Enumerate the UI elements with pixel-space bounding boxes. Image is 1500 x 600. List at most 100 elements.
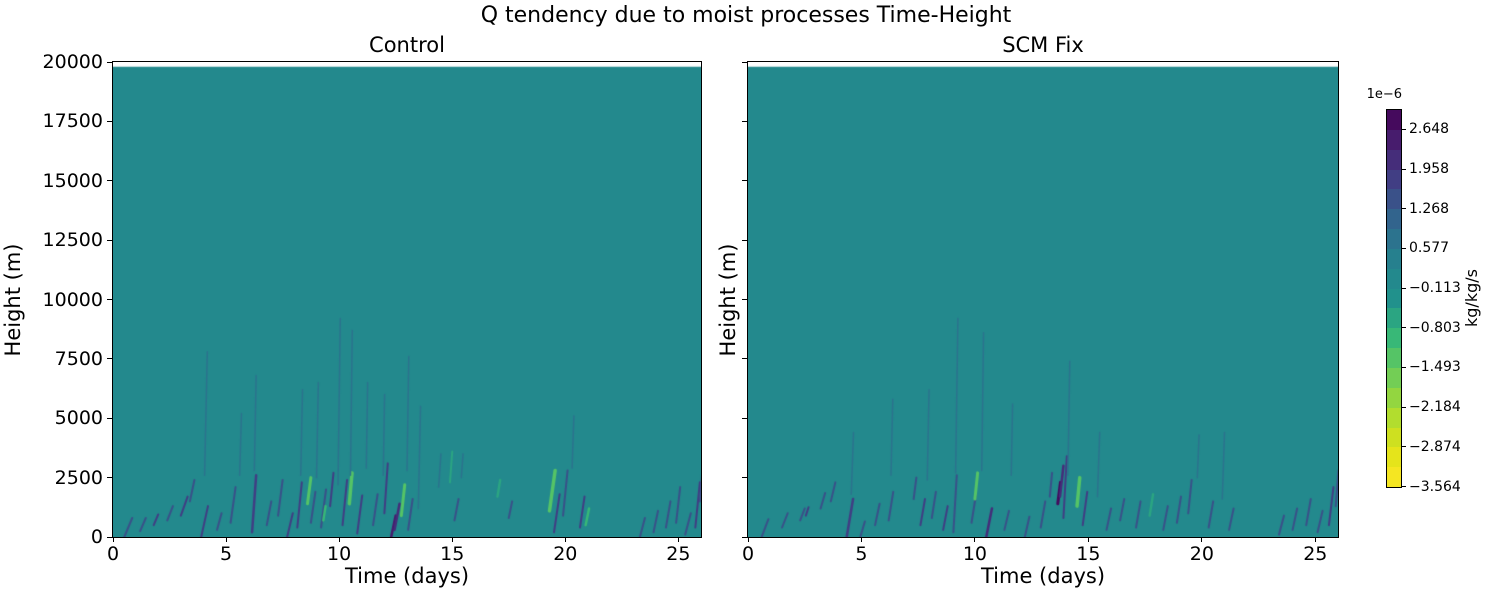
x-tick-label: 25 — [1303, 543, 1328, 565]
scmfix-plot-area — [747, 61, 1339, 538]
y-tick-mark — [742, 417, 747, 419]
x-tick-label: 15 — [440, 543, 465, 565]
colorbar-segment — [1387, 447, 1401, 468]
y-tick-mark — [742, 477, 747, 479]
colorbar-tick-mark — [1402, 168, 1406, 170]
x-tick-label: 5 — [220, 543, 233, 565]
colorbar-tick-mark — [1402, 486, 1406, 487]
y-tick-mark — [107, 536, 112, 538]
y-tick-mark — [742, 120, 747, 122]
x-tick-mark — [747, 537, 749, 542]
y-tick-mark — [742, 239, 747, 241]
panel-title-scmfix: SCM Fix — [1002, 33, 1084, 57]
y-tick-mark — [742, 299, 747, 300]
control-plot-area — [112, 61, 702, 538]
y-tick-mark — [107, 61, 112, 63]
x-tick-label: 20 — [1189, 543, 1214, 565]
colorbar-tick-label: 0.577 — [1409, 240, 1450, 257]
colorbar-tick-label: 2.648 — [1409, 121, 1450, 138]
colorbar-offset-label: 1e−6 — [1366, 87, 1402, 102]
colorbar-tick-mark — [1402, 287, 1406, 289]
colorbar-segment — [1387, 209, 1401, 230]
colorbar-segment — [1387, 149, 1401, 170]
y-tick-mark — [107, 299, 112, 300]
x-tick-label: 0 — [106, 543, 120, 565]
colorbar-tick-mark — [1402, 247, 1406, 249]
x-tick-mark — [860, 537, 862, 542]
colorbar — [1386, 109, 1402, 488]
x-tick-mark — [451, 537, 453, 542]
panel-title-control: Control — [369, 33, 445, 57]
colorbar-tick-mark — [1402, 406, 1406, 408]
colorbar-segment — [1387, 387, 1401, 408]
y-tick-label: 2500 — [54, 466, 103, 489]
y-tick-mark — [107, 239, 112, 241]
y-tick-mark — [742, 180, 747, 182]
colorbar-segment — [1387, 268, 1401, 289]
colorbar-tick-label: −2.184 — [1409, 399, 1461, 416]
y-tick-label: 5000 — [54, 407, 103, 430]
y-axis-label-scmfix: Height (m) — [716, 243, 740, 357]
y-tick-mark — [107, 180, 112, 182]
colorbar-tick-mark — [1402, 128, 1406, 130]
x-tick-label: 10 — [327, 543, 352, 565]
colorbar-tick-mark — [1402, 446, 1406, 448]
x-tick-mark — [1087, 537, 1089, 542]
x-tick-label: 10 — [962, 543, 988, 565]
x-tick-label: 20 — [553, 543, 578, 565]
x-tick-label: 25 — [666, 543, 691, 565]
x-tick-mark — [338, 537, 340, 542]
colorbar-segment — [1387, 367, 1401, 388]
y-tick-mark — [107, 358, 112, 360]
colorbar-segment — [1387, 229, 1401, 249]
y-tick-label: 20000 — [42, 51, 103, 73]
colorbar-segment — [1387, 427, 1401, 448]
colorbar-tick-label: −2.874 — [1409, 438, 1461, 455]
x-tick-mark — [112, 537, 114, 542]
colorbar-tick-mark — [1402, 327, 1406, 329]
y-tick-mark — [107, 120, 112, 122]
colorbar-segment — [1387, 110, 1401, 130]
colorbar-segment — [1387, 348, 1401, 368]
colorbar-segment — [1387, 288, 1401, 309]
colorbar-tick-label: −3.564 — [1409, 478, 1461, 495]
y-tick-mark — [742, 358, 747, 360]
y-tick-mark — [742, 61, 747, 63]
x-tick-label: 0 — [741, 543, 755, 565]
y-tick-label: 12500 — [42, 229, 103, 252]
y-tick-mark — [107, 417, 112, 419]
x-tick-mark — [225, 537, 227, 542]
colorbar-tick-label: −0.803 — [1409, 319, 1461, 336]
colorbar-tick-mark — [1402, 208, 1406, 210]
control-heatmap — [113, 62, 701, 537]
y-tick-label: 7500 — [54, 347, 103, 370]
x-tick-label: 15 — [1076, 543, 1101, 565]
colorbar-segment — [1387, 248, 1401, 269]
y-tick-label: 10000 — [42, 288, 103, 311]
x-tick-mark — [974, 537, 976, 542]
colorbar-tick-label: 1.958 — [1409, 161, 1450, 177]
x-tick-mark — [677, 537, 679, 542]
scmfix-heatmap — [748, 62, 1338, 537]
colorbar-segment — [1387, 407, 1401, 428]
colorbar-tick-label: −1.493 — [1409, 359, 1461, 376]
colorbar-tick-mark — [1402, 366, 1406, 368]
colorbar-segment — [1387, 169, 1401, 190]
colorbar-segment — [1387, 129, 1401, 150]
colorbar-segment — [1387, 189, 1401, 210]
colorbar-segment — [1387, 328, 1401, 349]
colorbar-tick-label: −0.113 — [1409, 280, 1461, 297]
figure-title: Q tendency due to moist processes Time-H… — [480, 3, 1012, 28]
x-axis-label-control: Time (days) — [344, 564, 470, 588]
y-tick-label: 15000 — [42, 169, 103, 192]
colorbar-tick-label: 1.268 — [1409, 200, 1450, 217]
y-tick-mark — [107, 477, 112, 479]
x-axis-label-scmfix: Time (days) — [980, 564, 1106, 588]
colorbar-segment — [1387, 467, 1401, 488]
x-tick-mark — [1314, 537, 1316, 542]
y-tick-mark — [742, 536, 747, 538]
colorbar-segment — [1387, 308, 1401, 329]
x-tick-mark — [564, 537, 566, 542]
x-tick-label: 5 — [855, 543, 868, 565]
